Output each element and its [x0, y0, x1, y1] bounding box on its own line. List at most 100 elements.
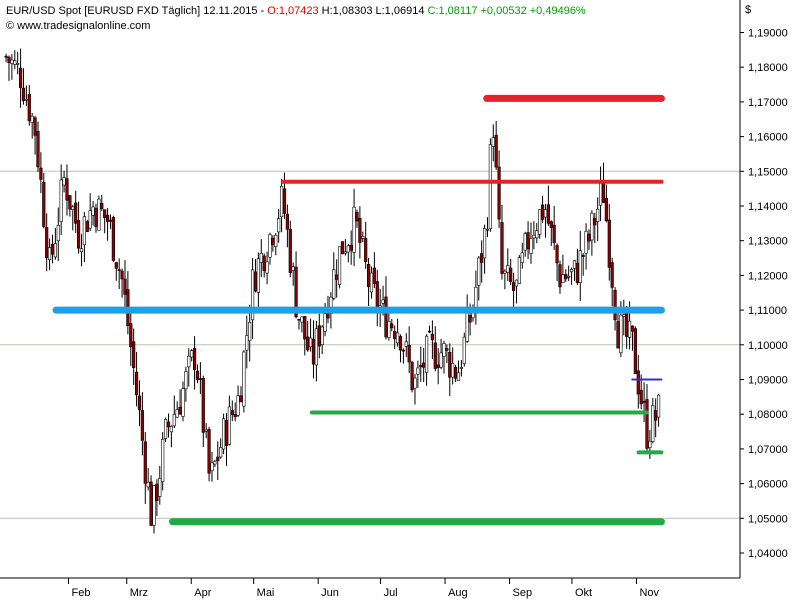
candle-down [610, 262, 614, 288]
candle-down [393, 331, 397, 340]
candle-up [259, 252, 263, 263]
candle-down [132, 341, 136, 368]
candle-down [224, 420, 229, 446]
candle-down [375, 281, 379, 310]
candle-up [175, 409, 179, 418]
candle-up [488, 144, 492, 229]
candle-down [509, 267, 513, 282]
instrument-header: EUR/USD Spot [EURUSD FXD Täglich] 12.11.… [6, 5, 586, 17]
candle-up [323, 313, 327, 332]
y-tick-label: 1,15000 [748, 166, 788, 178]
y-tick-label: 1,07000 [748, 444, 788, 456]
candle-up [514, 279, 519, 287]
x-tick-label: Okt [575, 587, 592, 599]
candle-down [230, 410, 234, 415]
candle-down [306, 336, 310, 351]
candle-down [33, 117, 37, 136]
candle-up [169, 426, 173, 433]
candle-up [277, 218, 281, 233]
candle-down [480, 253, 484, 263]
x-tick-label: Mai [257, 587, 275, 599]
y-tick-label: 1,16000 [748, 132, 788, 144]
candle-down [422, 362, 426, 368]
candle-down [294, 266, 298, 318]
candle-down [407, 344, 411, 363]
y-tick-label: 1,18000 [748, 62, 788, 74]
candle-down [645, 399, 649, 449]
close-value: C:1,08117 +0,00532 +0,49496% [427, 5, 586, 17]
candle-down [207, 429, 211, 474]
y-tick-label: 1,05000 [748, 513, 788, 525]
candle-down [149, 481, 153, 526]
candle-down [111, 217, 115, 261]
candle-down [526, 232, 530, 250]
candle-down [271, 237, 275, 246]
candle-down [398, 336, 403, 351]
y-tick-label: 1,04000 [748, 548, 788, 560]
candle-down [555, 245, 559, 264]
candle-down [433, 342, 437, 369]
candle-down [630, 325, 635, 332]
candle-down [129, 323, 133, 348]
candle-up [13, 60, 17, 65]
candle-up [236, 395, 240, 416]
x-tick-label: Jun [321, 587, 339, 599]
candle-down [613, 289, 617, 321]
candle-down [198, 378, 202, 380]
candle-down [430, 333, 434, 341]
high-low-value: H:1,08303 L:1,06914 [318, 5, 428, 17]
candle-up [24, 99, 28, 101]
candle-down [192, 348, 197, 370]
candle-down [216, 456, 220, 462]
y-tick-label: 1,17000 [748, 97, 788, 109]
candle-down [42, 182, 46, 227]
candle-up [361, 236, 365, 239]
candle-down [419, 365, 423, 368]
candle-down [511, 282, 516, 291]
candle-up [291, 266, 295, 271]
y-tick-label: 1,08000 [748, 409, 788, 421]
candle-down [607, 219, 611, 268]
candle-down [178, 406, 182, 415]
candle-down [137, 395, 142, 411]
candle-up [219, 447, 223, 458]
candle-up [598, 183, 603, 206]
candle-down [105, 214, 110, 222]
candle-up [187, 355, 191, 368]
candle-up [567, 276, 571, 278]
candle-up [520, 252, 524, 263]
candle-up [584, 230, 588, 254]
candle-down [558, 264, 562, 288]
candle-down [401, 349, 405, 352]
candle-up [53, 243, 57, 258]
y-tick-label: 1,19000 [748, 28, 788, 40]
y-tick-label: 1,12000 [748, 270, 788, 282]
candle-down [317, 325, 321, 347]
candle-down [155, 483, 159, 501]
candle-down [448, 351, 452, 378]
candle-up [352, 206, 356, 253]
candle-up [337, 246, 342, 285]
candle-down [601, 182, 606, 203]
candle-up [10, 59, 14, 64]
x-tick-label: Apr [194, 587, 211, 599]
candle-down [427, 330, 432, 333]
candle-down [120, 270, 124, 280]
candle-up [578, 250, 582, 283]
candle-up [572, 260, 577, 269]
candle-up [221, 418, 226, 450]
candle-down [575, 262, 579, 283]
candle-down [587, 233, 591, 242]
candle-up [590, 212, 594, 241]
candle-up [474, 286, 478, 310]
candle-up [535, 230, 539, 239]
candle-down [358, 218, 362, 243]
candle-down [654, 410, 658, 421]
candle-up [56, 225, 60, 242]
candle-down [355, 211, 359, 222]
candle-up [213, 461, 217, 465]
candle-up [88, 210, 92, 229]
candle-up [181, 388, 185, 417]
candle-down [593, 217, 597, 226]
